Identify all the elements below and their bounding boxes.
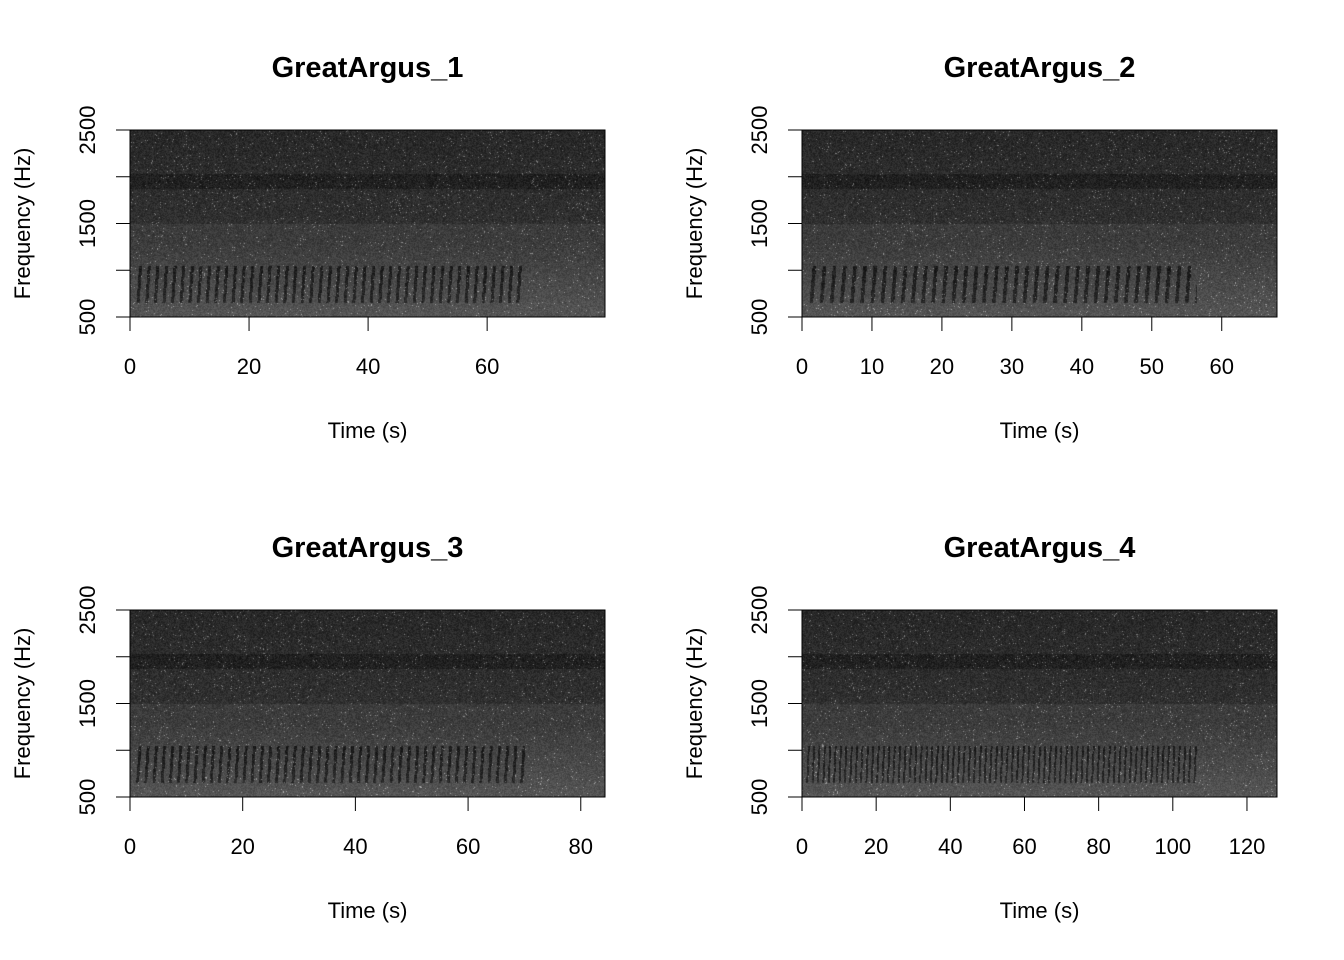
y-tick-label: 1500 — [75, 679, 100, 728]
y-tick-label: 1500 — [75, 199, 100, 248]
x-axis-label: Time (s) — [1000, 418, 1080, 443]
chart-title: GreatArgus_4 — [944, 532, 1136, 564]
x-tick-label: 0 — [124, 354, 136, 379]
plot-frame — [801, 609, 1278, 798]
spectrogram-image — [130, 130, 605, 317]
x-tick-label: 10 — [860, 354, 884, 379]
x-axis-label: Time (s) — [1000, 898, 1080, 923]
x-tick-label: 40 — [938, 834, 962, 859]
y-tick-label: 500 — [75, 299, 100, 336]
y-tick-label: 500 — [747, 779, 772, 816]
x-tick-label: 80 — [1086, 834, 1110, 859]
y-tick-label: 1500 — [747, 679, 772, 728]
x-tick-label: 0 — [124, 834, 136, 859]
plot-frame — [129, 129, 606, 318]
y-tick-label: 2500 — [747, 586, 772, 635]
x-tick-label: 80 — [569, 834, 593, 859]
plot-frame — [129, 609, 606, 798]
y-tick-label: 500 — [747, 299, 772, 336]
x-tick-label: 40 — [343, 834, 367, 859]
x-axis-label: Time (s) — [328, 898, 408, 923]
y-axis-label: Frequency (Hz) — [10, 628, 35, 780]
y-axis-label: Frequency (Hz) — [682, 628, 707, 780]
x-tick-label: 60 — [1012, 834, 1036, 859]
x-tick-label: 40 — [356, 354, 380, 379]
y-tick-label: 2500 — [75, 586, 100, 635]
chart-title: GreatArgus_2 — [944, 52, 1136, 84]
chart-title: GreatArgus_3 — [272, 532, 464, 564]
x-tick-label: 30 — [1000, 354, 1024, 379]
spectrogram-image — [130, 610, 605, 797]
x-tick-label: 100 — [1154, 834, 1191, 859]
x-tick-label: 40 — [1070, 354, 1094, 379]
x-tick-label: 50 — [1140, 354, 1164, 379]
x-tick-label: 20 — [237, 354, 261, 379]
x-tick-label: 20 — [930, 354, 954, 379]
y-tick-label: 2500 — [75, 106, 100, 155]
y-tick-label: 2500 — [747, 106, 772, 155]
chart-title: GreatArgus_1 — [272, 52, 464, 84]
plot-frame — [801, 129, 1278, 318]
x-tick-label: 0 — [796, 834, 808, 859]
x-tick-label: 0 — [796, 354, 808, 379]
spectrogram-image — [802, 130, 1277, 317]
x-tick-label: 20 — [230, 834, 254, 859]
x-tick-label: 20 — [864, 834, 888, 859]
spectrogram-image — [802, 610, 1277, 797]
x-tick-label: 60 — [456, 834, 480, 859]
y-tick-label: 500 — [75, 779, 100, 816]
y-axis-label: Frequency (Hz) — [682, 148, 707, 300]
x-axis-label: Time (s) — [328, 418, 408, 443]
x-tick-label: 60 — [1209, 354, 1233, 379]
y-axis-label: Frequency (Hz) — [10, 148, 35, 300]
x-tick-label: 120 — [1229, 834, 1266, 859]
x-tick-label: 60 — [475, 354, 499, 379]
y-tick-label: 1500 — [747, 199, 772, 248]
